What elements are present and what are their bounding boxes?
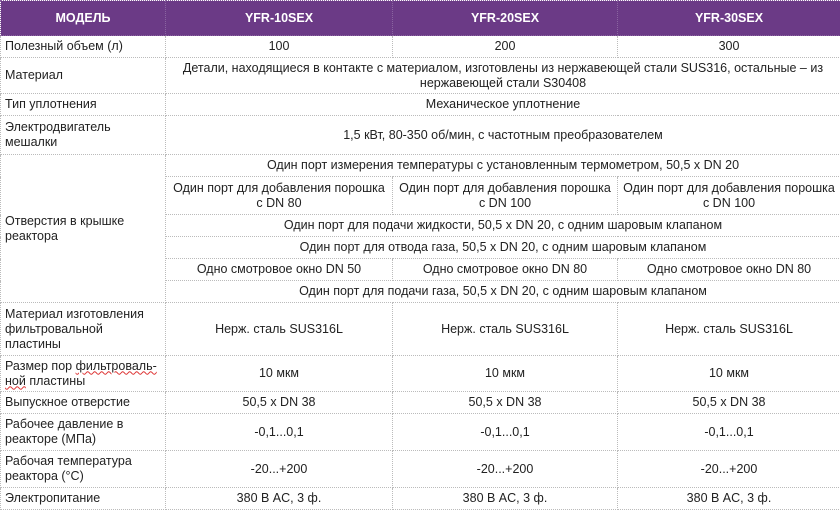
cell: 300 bbox=[618, 36, 840, 58]
cell: Одно смотровое окно DN 80 bbox=[618, 259, 840, 281]
cell: Нерж. сталь SUS316L bbox=[393, 303, 618, 356]
cell: Детали, находящиеся в контакте с материа… bbox=[166, 58, 840, 94]
row-label: Полезный объем (л) bbox=[1, 36, 166, 58]
table-row: Выпускное отверстие 50,5 x DN 38 50,5 x … bbox=[1, 392, 840, 414]
row-label: Отверстия в крышке реактора bbox=[1, 155, 166, 303]
cell: Один порт для добавления порошка с DN 10… bbox=[393, 177, 618, 215]
cell: 10 мкм bbox=[166, 356, 393, 392]
table-row: Электропитание 380 В AC, 3 ф. 380 В AC, … bbox=[1, 488, 840, 510]
spellcheck-word: ной bbox=[5, 374, 26, 388]
table-row: Электродвигатель мешалки 1,5 кВт, 80-350… bbox=[1, 116, 840, 155]
cell: -0,1...0,1 bbox=[618, 414, 840, 451]
cell: Один порт для подачи жидкости, 50,5 x DN… bbox=[166, 215, 840, 237]
cell: 50,5 x DN 38 bbox=[618, 392, 840, 414]
cell: Один порт измерения температуры с устано… bbox=[166, 155, 840, 177]
row-label: Рабочая температура реактора (°C) bbox=[1, 451, 166, 488]
row-label: Электродвигатель мешалки bbox=[1, 116, 166, 155]
cell: Один порт для добавления порошка с DN 80 bbox=[166, 177, 393, 215]
label-part: пластины bbox=[26, 374, 85, 388]
cell: 380 В AC, 3 ф. bbox=[393, 488, 618, 510]
cell: 10 мкм bbox=[393, 356, 618, 392]
row-label: Материал bbox=[1, 58, 166, 94]
row-label: Рабочее давление в реакторе (МПа) bbox=[1, 414, 166, 451]
cell: Нерж. сталь SUS316L bbox=[618, 303, 840, 356]
cell: 1,5 кВт, 80-350 об/мин, с частотным прео… bbox=[166, 116, 840, 155]
cell: Один порт для подачи газа, 50,5 x DN 20,… bbox=[166, 281, 840, 303]
row-label: Тип уплотнения bbox=[1, 94, 166, 116]
cell: 200 bbox=[393, 36, 618, 58]
cell: 100 bbox=[166, 36, 393, 58]
table-row: Материал изготовления фильтровальной пла… bbox=[1, 303, 840, 356]
cell: -20...+200 bbox=[393, 451, 618, 488]
model-2-header: YFR-20SEX bbox=[393, 1, 618, 36]
model-header: МОДЕЛЬ bbox=[1, 1, 166, 36]
cell: -20...+200 bbox=[166, 451, 393, 488]
row-label: Размер пор фильтроваль-ной пластины bbox=[1, 356, 166, 392]
cell: Одно смотровое окно DN 50 bbox=[166, 259, 393, 281]
model-3-header: YFR-30SEX bbox=[618, 1, 840, 36]
label-part: Размер пор bbox=[5, 359, 76, 373]
cell: Нерж. сталь SUS316L bbox=[166, 303, 393, 356]
cell: -0,1...0,1 bbox=[393, 414, 618, 451]
cell: Один порт для отвода газа, 50,5 x DN 20,… bbox=[166, 237, 840, 259]
row-label: Выпускное отверстие bbox=[1, 392, 166, 414]
table-row: Тип уплотнения Механическое уплотнение bbox=[1, 94, 840, 116]
cell: -0,1...0,1 bbox=[166, 414, 393, 451]
row-label: Материал изготовления фильтровальной пла… bbox=[1, 303, 166, 356]
cell: Один порт для добавления порошка с DN 10… bbox=[618, 177, 840, 215]
cell: 380 В AC, 3 ф. bbox=[618, 488, 840, 510]
header-row: МОДЕЛЬ YFR-10SEX YFR-20SEX YFR-30SEX bbox=[1, 1, 840, 36]
row-label: Электропитание bbox=[1, 488, 166, 510]
cell: 50,5 x DN 38 bbox=[393, 392, 618, 414]
cell: -20...+200 bbox=[618, 451, 840, 488]
table-row: Отверстия в крышке реактора Один порт из… bbox=[1, 155, 840, 177]
table-row: Рабочее давление в реакторе (МПа) -0,1..… bbox=[1, 414, 840, 451]
spellcheck-word: фильтроваль- bbox=[76, 359, 157, 373]
model-1-header: YFR-10SEX bbox=[166, 1, 393, 36]
table-row: Размер пор фильтроваль-ной пластины 10 м… bbox=[1, 356, 840, 392]
cell: 10 мкм bbox=[618, 356, 840, 392]
cell: Одно смотровое окно DN 80 bbox=[393, 259, 618, 281]
table-row: Полезный объем (л) 100 200 300 bbox=[1, 36, 840, 58]
cell: Механическое уплотнение bbox=[166, 94, 840, 116]
table-row: Материал Детали, находящиеся в контакте … bbox=[1, 58, 840, 94]
table-row: Рабочая температура реактора (°C) -20...… bbox=[1, 451, 840, 488]
cell: 50,5 x DN 38 bbox=[166, 392, 393, 414]
cell: 380 В AC, 3 ф. bbox=[166, 488, 393, 510]
